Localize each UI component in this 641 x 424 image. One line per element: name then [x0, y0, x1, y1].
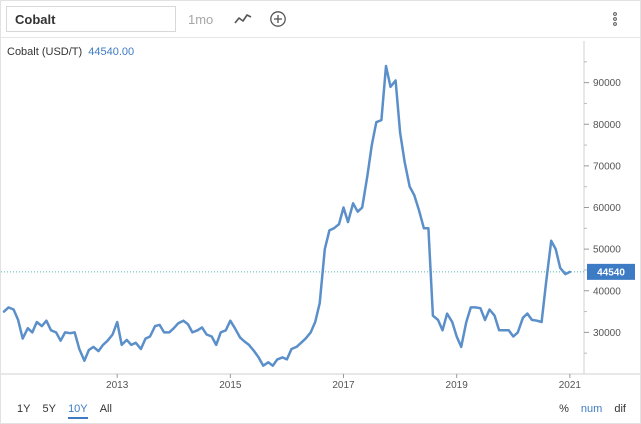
current-value-tag — [587, 263, 635, 280]
range-all-button[interactable]: All — [99, 403, 112, 415]
x-tick-label: 2017 — [332, 380, 355, 391]
price-chart[interactable]: 30000 40000 50000 60000 70000 80000 90000 2013 2… — [1, 37, 640, 397]
x-tick-label: 2021 — [559, 380, 582, 391]
trend-line-icon[interactable] — [233, 9, 253, 29]
x-tick-label: 2019 — [446, 380, 469, 391]
mode-selector: % num dif — [550, 403, 626, 415]
x-tick-label: 2013 — [106, 380, 129, 391]
y-tick-label: 80000 — [593, 120, 621, 131]
y-tick-label: 70000 — [593, 161, 621, 172]
y-tick-label: 30000 — [593, 328, 621, 339]
chart-title-value: 44540.00 — [88, 46, 135, 58]
add-circle-icon[interactable] — [268, 9, 288, 29]
mode-dif-button[interactable]: dif — [614, 403, 626, 415]
interval-selector[interactable]: 1mo — [188, 12, 214, 27]
range-1y-button[interactable]: 1Y — [17, 403, 31, 415]
chart-title-label: Cobalt (USD/T) — [7, 46, 83, 58]
x-tick-label: 2015 — [219, 380, 242, 391]
range-5y-button[interactable]: 5Y — [42, 403, 56, 415]
series-line[interactable] — [2, 64, 572, 367]
range-selector: 1Y 5Y 10Y All — [17, 403, 121, 419]
range-10y-button[interactable]: 10Y — [68, 403, 88, 419]
y-tick-label: 90000 — [593, 78, 621, 89]
mode-num-button[interactable]: num — [580, 403, 603, 415]
chart-toolbar: 1mo — [1, 1, 640, 38]
current-value-label: 44540 — [597, 268, 625, 279]
mode-percent-button[interactable]: % — [559, 403, 569, 415]
y-tick-label: 60000 — [593, 203, 621, 214]
chart-title: Cobalt (USD/T) 44540.00 — [7, 46, 134, 58]
more-vertical-icon[interactable] — [605, 9, 625, 29]
symbol-search-input[interactable] — [6, 6, 176, 32]
y-tick-label: 50000 — [593, 245, 621, 256]
y-tick-label: 40000 — [593, 286, 621, 297]
